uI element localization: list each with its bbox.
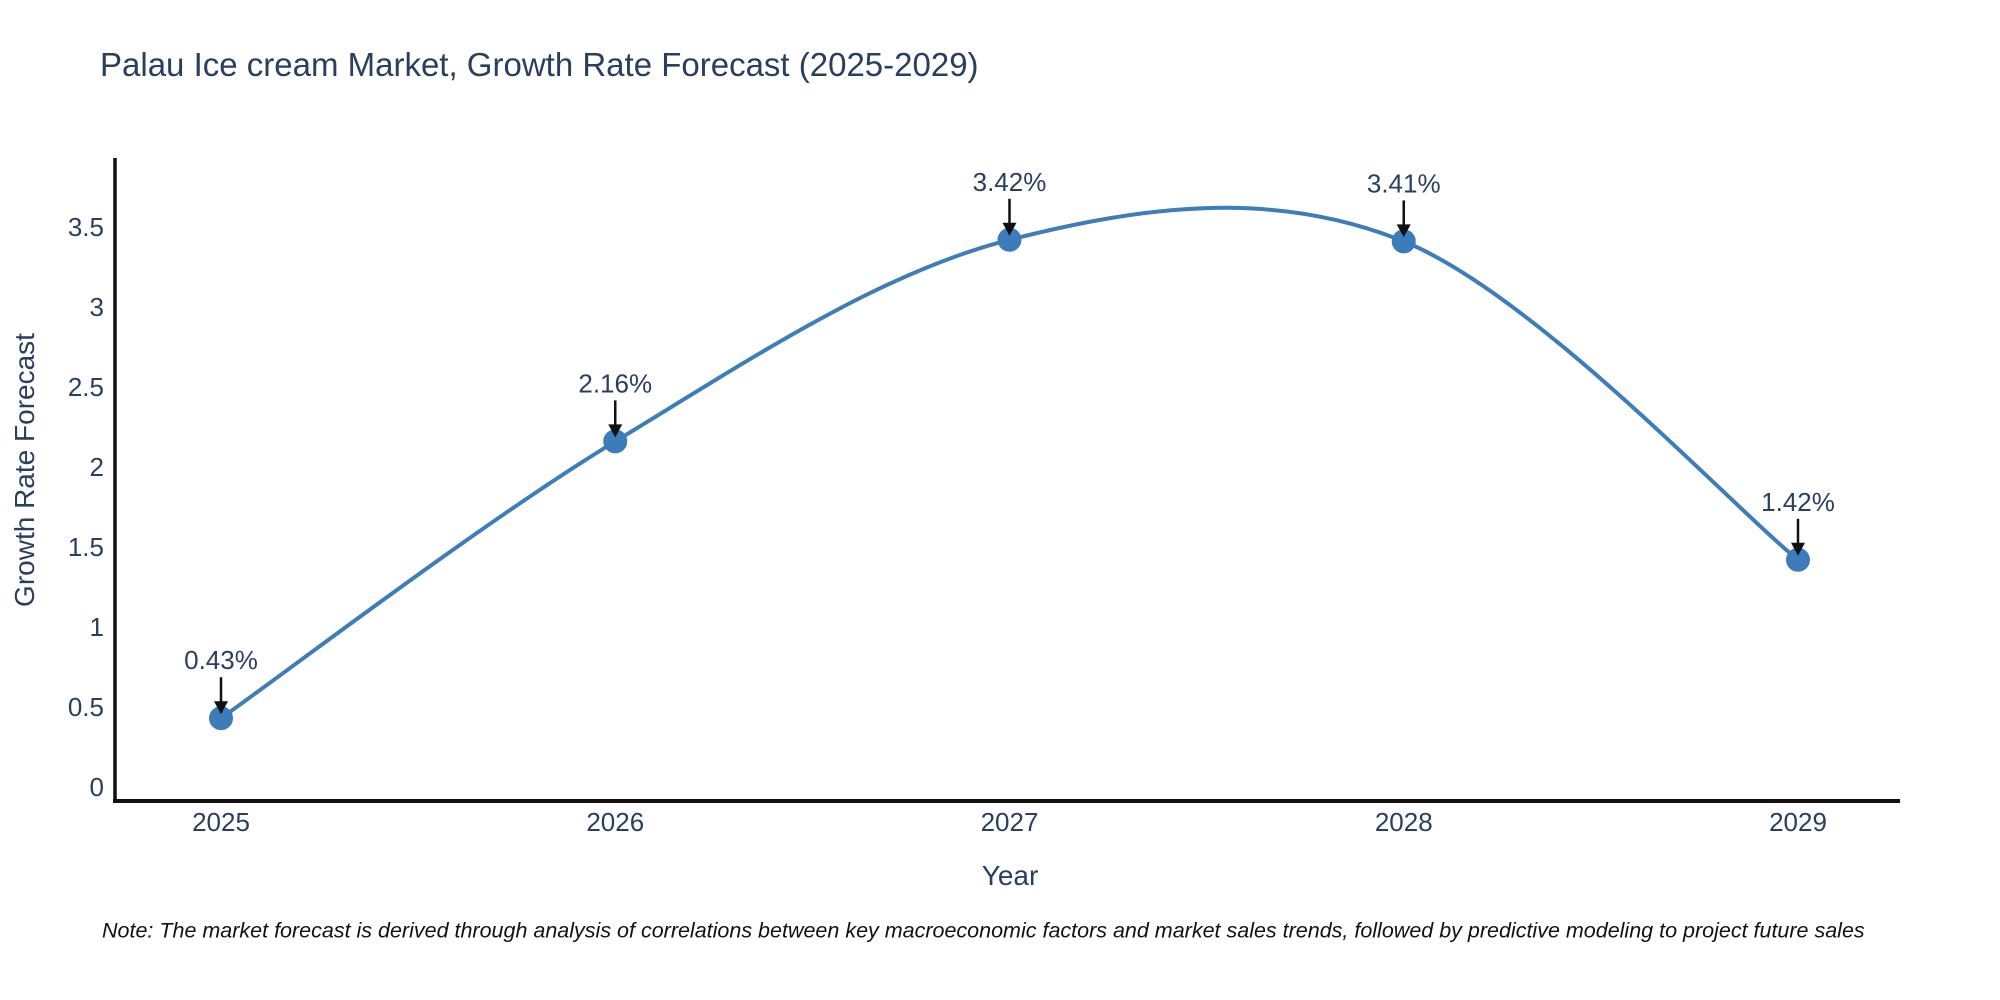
y-axis-title: Growth Rate Forecast [9,333,40,607]
x-axis-tick-label: 2025 [192,807,250,837]
y-axis-tick-label: 2 [90,452,104,482]
x-axis-tick-label: 2027 [981,807,1039,837]
data-point-label: 1.42% [1761,487,1835,517]
annotation-arrowhead-icon [214,701,228,715]
y-axis-tick-label: 3.5 [68,212,104,242]
y-axis-tick-label: 2.5 [68,372,104,402]
data-point-label: 3.42% [973,167,1047,197]
y-axis-tick-label: 0.5 [68,692,104,722]
annotation-arrowhead-icon [1396,224,1411,238]
y-axis-tick-label: 0 [90,772,104,802]
x-axis-tick-label: 2029 [1769,807,1827,837]
x-axis-tick-label: 2028 [1375,807,1433,837]
chart-footnote: Note: The market forecast is derived thr… [102,918,1865,943]
x-axis-title: Year [981,860,1039,891]
annotation-arrowhead-icon [608,424,623,438]
annotation-arrowhead-icon [1002,222,1017,236]
annotation-arrowhead-icon [1791,542,1805,556]
data-point-label: 0.43% [184,645,258,675]
x-axis-tick-label: 2026 [586,807,644,837]
y-axis-tick-label: 1 [90,612,104,642]
series-line [219,205,1800,721]
data-point-label: 2.16% [578,368,652,398]
chart-title: Palau Ice cream Market, Growth Rate Fore… [100,46,979,83]
y-axis-tick-label: 3 [90,292,104,322]
data-point-label: 3.41% [1367,168,1441,198]
y-axis-tick-label: 1.5 [68,532,104,562]
